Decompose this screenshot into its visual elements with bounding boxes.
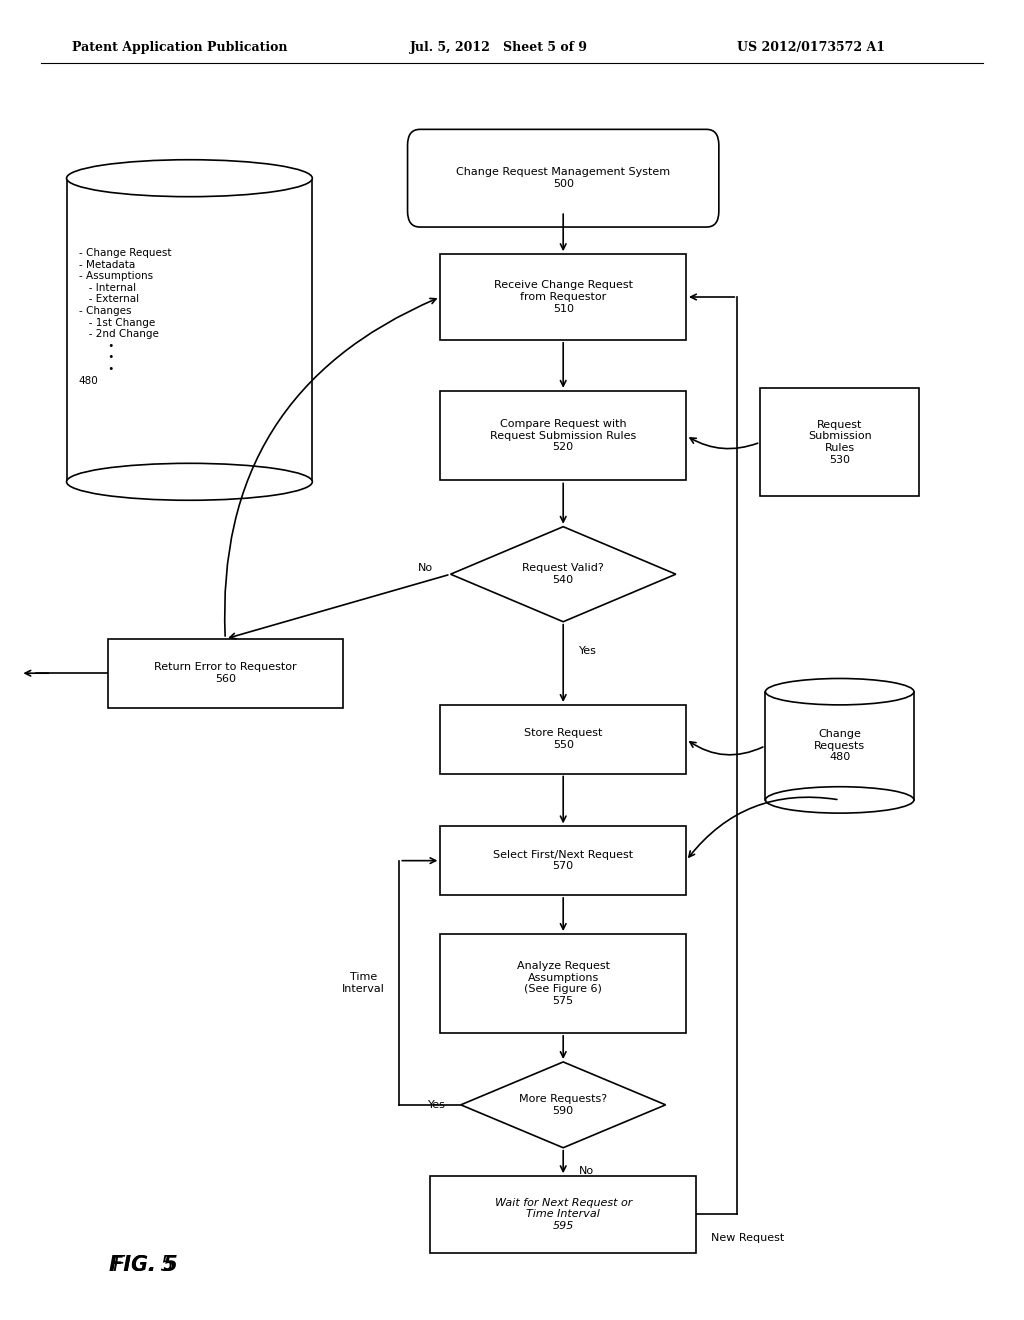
Polygon shape (451, 527, 676, 622)
FancyBboxPatch shape (67, 178, 312, 482)
Text: Yes: Yes (428, 1100, 445, 1110)
Ellipse shape (67, 463, 312, 500)
FancyBboxPatch shape (440, 935, 686, 1032)
Text: Request
Submission
Rules
530: Request Submission Rules 530 (808, 420, 871, 465)
Text: Change
Requests
480: Change Requests 480 (814, 729, 865, 763)
FancyBboxPatch shape (430, 1176, 696, 1253)
Text: New Request: New Request (711, 1233, 784, 1243)
Text: - Change Request
- Metadata
- Assumptions
   - Internal
   - External
- Changes
: - Change Request - Metadata - Assumption… (79, 248, 171, 385)
Polygon shape (461, 1061, 666, 1147)
FancyBboxPatch shape (765, 692, 913, 800)
Ellipse shape (765, 787, 913, 813)
Text: No: No (418, 562, 432, 573)
Text: Receive Change Request
from Requestor
510: Receive Change Request from Requestor 51… (494, 280, 633, 314)
Text: Analyze Request
Assumptions
(See Figure 6)
575: Analyze Request Assumptions (See Figure … (517, 961, 609, 1006)
Ellipse shape (67, 160, 312, 197)
FancyBboxPatch shape (440, 826, 686, 895)
FancyBboxPatch shape (760, 388, 920, 496)
FancyBboxPatch shape (440, 391, 686, 480)
Text: Patent Application Publication: Patent Application Publication (72, 41, 287, 54)
Text: More Requests?
590: More Requests? 590 (519, 1094, 607, 1115)
FancyBboxPatch shape (440, 705, 686, 774)
FancyBboxPatch shape (408, 129, 719, 227)
Text: Change Request Management System
500: Change Request Management System 500 (456, 168, 671, 189)
FancyBboxPatch shape (108, 639, 343, 708)
Text: Store Request
550: Store Request 550 (524, 729, 602, 750)
Text: Yes: Yes (579, 645, 596, 656)
Text: Request Valid?
540: Request Valid? 540 (522, 564, 604, 585)
Text: FIG. 5: FIG. 5 (109, 1254, 178, 1275)
Text: Select First/Next Request
570: Select First/Next Request 570 (494, 850, 633, 871)
Text: No: No (579, 1167, 594, 1176)
Text: Return Error to Requestor
560: Return Error to Requestor 560 (154, 663, 297, 684)
Text: FIG. 5: FIG. 5 (113, 1254, 174, 1275)
Text: Jul. 5, 2012   Sheet 5 of 9: Jul. 5, 2012 Sheet 5 of 9 (410, 41, 588, 54)
Text: Compare Request with
Request Submission Rules
520: Compare Request with Request Submission … (490, 418, 636, 453)
Text: Wait for Next Request or
Time Interval
595: Wait for Next Request or Time Interval 5… (495, 1197, 632, 1232)
Text: US 2012/0173572 A1: US 2012/0173572 A1 (737, 41, 886, 54)
Ellipse shape (765, 678, 913, 705)
Text: Time
Interval: Time Interval (342, 972, 385, 994)
FancyBboxPatch shape (440, 253, 686, 339)
